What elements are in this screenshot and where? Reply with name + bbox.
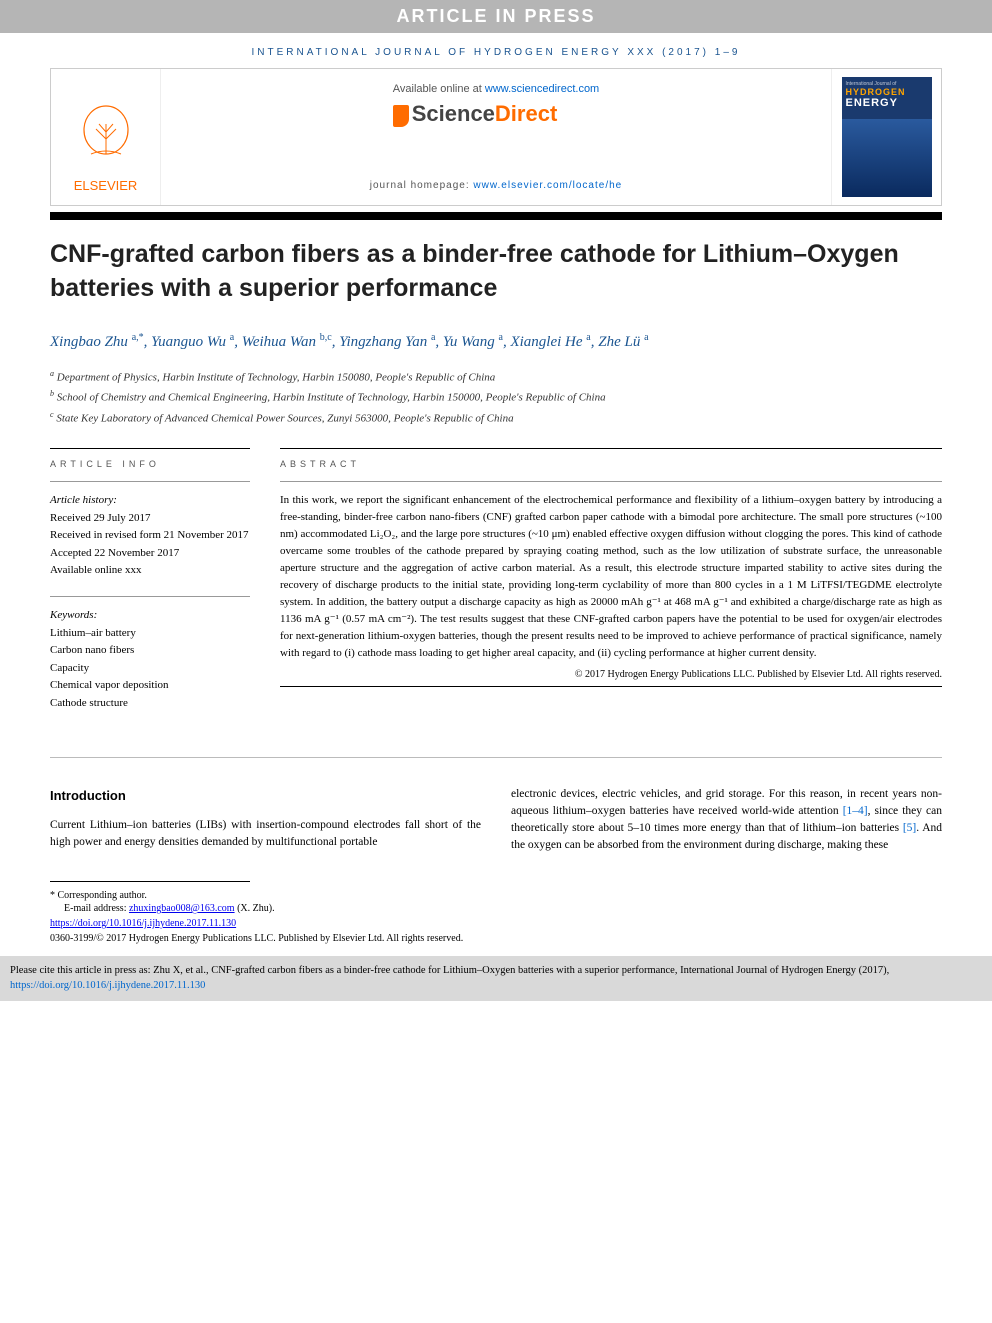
keywords-block: Keywords: Lithium–air batteryCarbon nano… [50,596,250,713]
cite-text: Please cite this article in press as: Zh… [10,965,889,976]
body-columns: Introduction Current Lithium–ion batteri… [50,786,942,855]
sd-flame-icon [393,105,409,127]
intro-para-right: electronic devices, electric vehicles, a… [511,786,942,855]
elsevier-tree-icon [71,104,141,174]
keyword-item: Lithium–air battery [50,625,250,643]
keyword-item: Carbon nano fibers [50,642,250,660]
intro-col-left: Introduction Current Lithium–ion batteri… [50,786,481,855]
corr-author: * Corresponding author. [50,890,250,902]
info-abstract-row: ARTICLE INFO Article history: Received 2… [50,448,942,729]
article-title: CNF-grafted carbon fibers as a binder-fr… [50,238,942,306]
journal-reference: INTERNATIONAL JOURNAL OF HYDROGEN ENERGY… [50,33,942,68]
affiliation-c: c State Key Laboratory of Advanced Chemi… [50,408,942,428]
footer-block: E-mail address: zhuxingbao008@163.com (X… [50,901,942,946]
affiliation-b: b School of Chemistry and Chemical Engin… [50,387,942,407]
online-date: Available online xxx [50,562,250,580]
article-info-heading: ARTICLE INFO [50,448,250,475]
abstract-body: In this work, we report the significant … [280,481,942,662]
keyword-item: Capacity [50,660,250,678]
abstract-copyright: © 2017 Hydrogen Energy Publications LLC.… [280,669,942,680]
sd-direct: Direct [495,101,557,126]
ref-link-1-4[interactable]: [1–4] [843,805,868,817]
corresponding-footnote: * Corresponding author. [50,881,250,902]
publisher-header: ELSEVIER Available online at www.science… [50,68,942,206]
email-label: E-mail address: [64,903,129,914]
article-info-column: ARTICLE INFO Article history: Received 2… [50,448,250,729]
title-divider-bar [50,212,942,220]
journal-homepage: journal homepage: www.elsevier.com/locat… [370,180,622,191]
ref-link-5[interactable]: [5] [903,822,916,834]
intro-col-right: electronic devices, electric vehicles, a… [511,786,942,855]
elsevier-wordmark: ELSEVIER [74,178,138,193]
email-suffix: (X. Zhu). [235,903,275,914]
homepage-link[interactable]: www.elsevier.com/locate/he [473,180,622,191]
header-center: Available online at www.sciencedirect.co… [161,69,831,205]
article-in-press-banner: ARTICLE IN PRESS [0,0,992,33]
article-history: Article history: Received 29 July 2017 R… [50,481,250,580]
intro-heading: Introduction [50,786,481,806]
cover-image: International Journal of HYDROGEN ENERGY [842,77,932,197]
available-online: Available online at www.sciencedirect.co… [393,83,599,95]
homepage-prefix: journal homepage: [370,180,474,191]
keyword-item: Cathode structure [50,695,250,713]
affiliation-a: a Department of Physics, Harbin Institut… [50,367,942,387]
footer-copyright: 0360-3199/© 2017 Hydrogen Energy Publica… [50,931,942,946]
abstract-column: ABSTRACT In this work, we report the sig… [280,448,942,729]
corr-email-link[interactable]: zhuxingbao008@163.com [129,903,235,914]
abstract-heading: ABSTRACT [280,448,942,475]
cover-line1: HYDROGEN [846,87,928,97]
accepted-date: Accepted 22 November 2017 [50,545,250,563]
authors-list: Xingbao Zhu a,*, Yuanguo Wu a, Weihua Wa… [50,330,942,354]
keywords-subhead: Keywords: [50,607,250,625]
available-prefix: Available online at [393,83,485,95]
intro-para-left: Current Lithium–ion batteries (LIBs) wit… [50,817,481,852]
cite-doi-link[interactable]: https://doi.org/10.1016/j.ijhydene.2017.… [10,980,205,991]
sciencedirect-logo[interactable]: ScienceDirect [393,101,599,127]
received-date: Received 29 July 2017 [50,510,250,528]
journal-cover[interactable]: International Journal of HYDROGEN ENERGY [831,69,941,205]
doi-link[interactable]: https://doi.org/10.1016/j.ijhydene.2017.… [50,918,236,929]
revised-date: Received in revised form 21 November 201… [50,527,250,545]
sd-science: Science [412,101,495,126]
sciencedirect-link[interactable]: www.sciencedirect.com [485,83,599,95]
elsevier-logo[interactable]: ELSEVIER [51,69,161,205]
keyword-item: Chemical vapor deposition [50,677,250,695]
history-subhead: Article history: [50,492,250,510]
citation-box: Please cite this article in press as: Zh… [0,956,992,1001]
cover-line2: ENERGY [846,97,928,109]
affiliations: a Department of Physics, Harbin Institut… [50,367,942,428]
